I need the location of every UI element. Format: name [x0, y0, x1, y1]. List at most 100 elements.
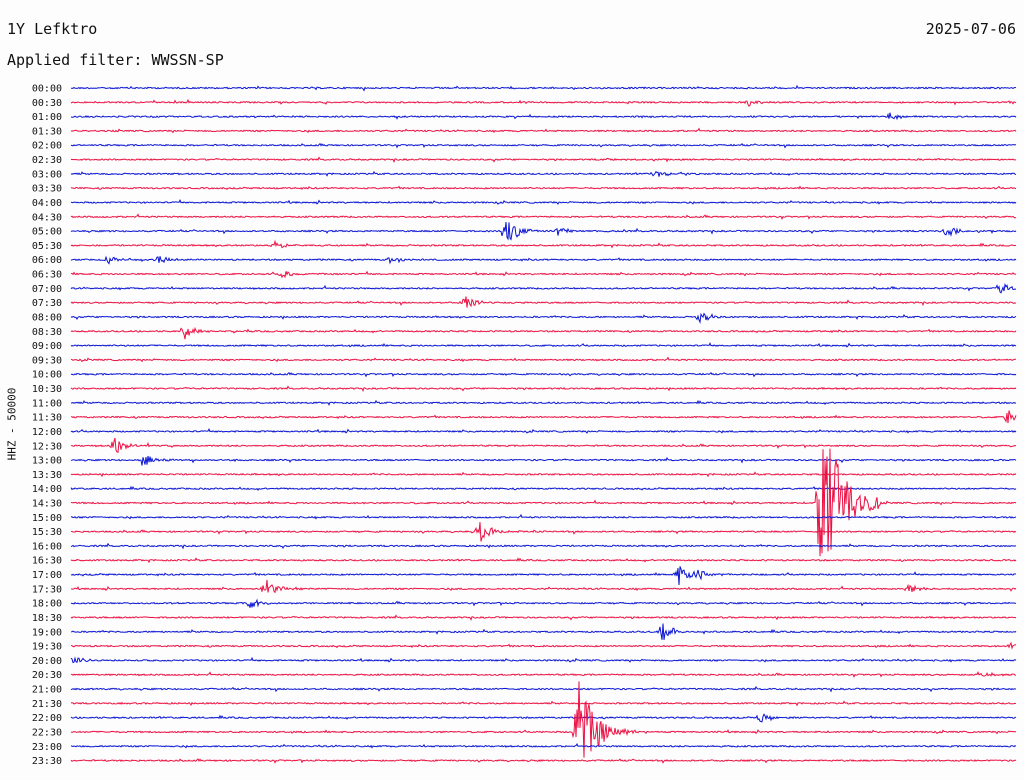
row-label: 16:00 [32, 541, 62, 552]
row-label: 07:00 [32, 284, 62, 295]
trace-line [70, 385, 1017, 393]
row-label: 11:30 [32, 413, 62, 424]
trace-line [70, 471, 1017, 478]
row-label: 00:30 [32, 98, 62, 109]
row-label: 01:30 [32, 126, 62, 137]
trace-line [70, 713, 1017, 723]
row-label: 12:30 [32, 441, 62, 452]
row-label: 20:30 [32, 670, 62, 681]
row-label: 14:30 [32, 498, 62, 509]
trace-line [70, 342, 1017, 348]
row-label: 03:30 [32, 184, 62, 195]
trace-line [70, 579, 1017, 594]
row-label: 19:30 [32, 642, 62, 653]
trace-line [70, 198, 1017, 205]
row-label: 02:00 [32, 141, 62, 152]
row-label: 12:00 [32, 427, 62, 438]
trace-line [70, 485, 1017, 492]
row-label: 04:30 [32, 212, 62, 223]
trace-line [70, 270, 1017, 279]
row-labels: 00:00 00:30 01:00 01:30 02:00 02:30 03:00 03:30… [32, 84, 62, 768]
row-label: 08:30 [32, 327, 62, 338]
row-label: 23:00 [32, 742, 62, 753]
filter-label: Applied filter: WWSSN-SP [7, 51, 224, 69]
trace-line [70, 437, 1017, 453]
trace-line [70, 614, 1017, 621]
trace-line [70, 312, 1017, 324]
row-label: 19:00 [32, 627, 62, 638]
trace-line [70, 681, 1016, 758]
trace-line [70, 213, 1017, 220]
row-label: 13:30 [32, 470, 62, 481]
row-label: 16:30 [32, 556, 62, 567]
trace-line [70, 156, 1017, 164]
trace-line [70, 239, 1017, 249]
trace-line [70, 623, 1017, 640]
trace-line [70, 641, 1017, 650]
trace-line [70, 513, 1017, 520]
trace-line [70, 282, 1017, 294]
trace-line [70, 598, 1017, 608]
trace-line [70, 371, 1017, 378]
station-title: 1Y Lefktro [7, 20, 98, 38]
trace-line [70, 428, 1017, 434]
trace-line [70, 127, 1017, 134]
row-label: 10:00 [32, 370, 62, 381]
date-label: 2025-07-06 [925, 20, 1016, 38]
row-label: 09:00 [32, 341, 62, 352]
trace-line [71, 410, 1017, 424]
row-label: 13:00 [32, 456, 62, 467]
row-label: 18:00 [32, 599, 62, 610]
trace-line [70, 142, 1017, 149]
trace-line [70, 742, 1017, 749]
trace-line [71, 84, 1017, 92]
trace-line [70, 326, 1017, 340]
trace-line [70, 356, 1016, 363]
trace-line [70, 448, 1017, 557]
row-label: 03:00 [32, 169, 62, 180]
row-label: 08:00 [32, 312, 62, 323]
trace-line [70, 170, 1017, 177]
trace-line [70, 566, 1016, 586]
row-label: 22:30 [32, 727, 62, 738]
row-label: 21:30 [32, 699, 62, 710]
trace-line [70, 185, 1017, 191]
trace-line [70, 455, 1017, 466]
row-label: 17:00 [32, 570, 62, 581]
row-label: 05:30 [32, 241, 62, 252]
row-label: 09:30 [32, 355, 62, 366]
row-label: 04:00 [32, 198, 62, 209]
row-label: 01:00 [32, 112, 62, 123]
row-label: 00:00 [32, 84, 62, 95]
row-label: 17:30 [32, 584, 62, 595]
trace-line [70, 221, 1017, 241]
row-label: 07:30 [32, 298, 62, 309]
row-label: 14:00 [32, 484, 62, 495]
row-label: 11:00 [32, 398, 62, 409]
trace-line [70, 557, 1017, 564]
trace-line [70, 399, 1017, 406]
trace-line [70, 98, 1017, 107]
row-label: 06:00 [32, 255, 62, 266]
trace-line [70, 542, 1017, 550]
trace-line [70, 255, 1017, 265]
trace-line [70, 758, 1017, 764]
row-label: 05:00 [32, 227, 62, 238]
trace-line [70, 700, 1017, 707]
row-label: 15:30 [32, 527, 62, 538]
row-label: 18:30 [32, 613, 62, 624]
traces [70, 84, 1017, 764]
trace-line [70, 656, 1017, 664]
trace-line [70, 522, 1017, 542]
trace-line [70, 112, 1017, 121]
row-label: 10:30 [32, 384, 62, 395]
row-label: 23:30 [32, 756, 62, 767]
row-label: 15:00 [32, 513, 62, 524]
row-label: 02:30 [32, 155, 62, 166]
row-label: 21:00 [32, 685, 62, 696]
row-label: 20:00 [32, 656, 62, 667]
trace-line [70, 685, 1017, 693]
trace-line [70, 671, 1017, 678]
row-label: 06:30 [32, 270, 62, 281]
